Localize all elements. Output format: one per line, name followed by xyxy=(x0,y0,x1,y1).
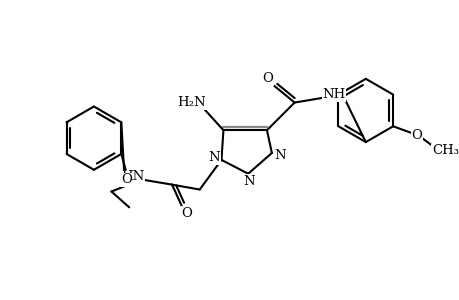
Text: O: O xyxy=(121,173,131,186)
Text: N: N xyxy=(274,149,285,162)
Text: H₂N: H₂N xyxy=(177,96,206,109)
Text: HN: HN xyxy=(121,170,144,183)
Text: N: N xyxy=(208,152,220,164)
Text: NH: NH xyxy=(322,88,345,101)
Text: CH₃: CH₃ xyxy=(431,145,458,158)
Text: O: O xyxy=(181,207,192,220)
Text: O: O xyxy=(262,72,273,85)
Text: N: N xyxy=(243,175,254,188)
Text: O: O xyxy=(411,129,421,142)
